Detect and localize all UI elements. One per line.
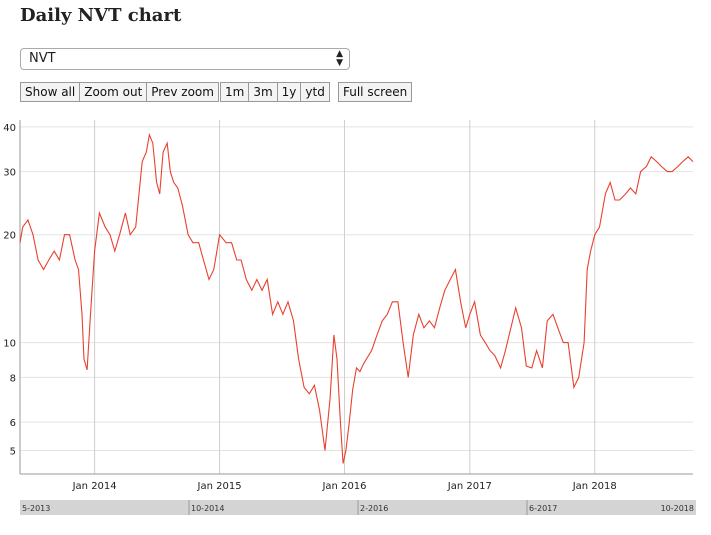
fullscreen-group: Full screen xyxy=(338,82,413,102)
x-tick-label-3: Jan 2017 xyxy=(447,481,492,492)
chart-title: Daily NVT chart xyxy=(20,5,182,26)
navigator-label-2: 2-2016 xyxy=(360,504,388,513)
y-tick-label-10: 10 xyxy=(3,339,16,350)
select-arrows-icon: ▲ ▼ xyxy=(336,49,343,68)
y-tick-labels: 5 6 8 10 20 30 40 xyxy=(3,123,16,458)
x-tick-label-0: Jan 2014 xyxy=(72,481,117,492)
range-button-group: 1m 3m 1y ytd xyxy=(220,82,330,102)
range-ytd-button[interactable]: ytd xyxy=(301,82,330,102)
full-screen-button[interactable]: Full screen xyxy=(338,82,413,102)
prev-zoom-button[interactable]: Prev zoom xyxy=(147,82,219,102)
zoom-button-group: Show all Zoom out Prev zoom xyxy=(20,82,219,102)
metric-select[interactable]: NVT ▲ ▼ xyxy=(20,48,350,70)
y-tick-label-40: 40 xyxy=(3,123,16,134)
metric-select-value: NVT xyxy=(29,51,56,66)
nvt-series-line xyxy=(19,132,694,464)
navigator-ticks: 5-2013 10-2014 2-2016 6-2017 10-2018 xyxy=(22,500,694,515)
show-all-button[interactable]: Show all xyxy=(20,82,81,102)
y-tick-label-6: 6 xyxy=(10,418,16,429)
x-gridlines xyxy=(94,120,596,474)
navigator-label-4: 10-2018 xyxy=(661,504,694,513)
navigator-label-3: 6-2017 xyxy=(529,504,557,513)
navigator-label-1: 10-2014 xyxy=(191,504,224,513)
y-tick-label-20: 20 xyxy=(3,231,16,242)
y-tick-label-8: 8 xyxy=(10,373,16,384)
y-tick-label-5: 5 xyxy=(10,447,16,458)
zoom-out-button[interactable]: Zoom out xyxy=(80,82,148,102)
y-tick-label-30: 30 xyxy=(3,168,16,179)
x-tick-label-2: Jan 2016 xyxy=(321,481,366,492)
x-tick-label-4: Jan 2018 xyxy=(572,481,617,492)
x-tick-label-1: Jan 2015 xyxy=(197,481,242,492)
range-1m-button[interactable]: 1m xyxy=(220,82,250,102)
y-gridlines xyxy=(20,126,693,452)
range-3m-button[interactable]: 3m xyxy=(249,82,278,102)
range-1y-button[interactable]: 1y xyxy=(277,82,302,102)
x-tick-labels: Jan 2014 Jan 2015 Jan 2016 Jan 2017 Jan 2018 xyxy=(72,481,617,492)
navigator-label-0: 5-2013 xyxy=(22,504,50,513)
